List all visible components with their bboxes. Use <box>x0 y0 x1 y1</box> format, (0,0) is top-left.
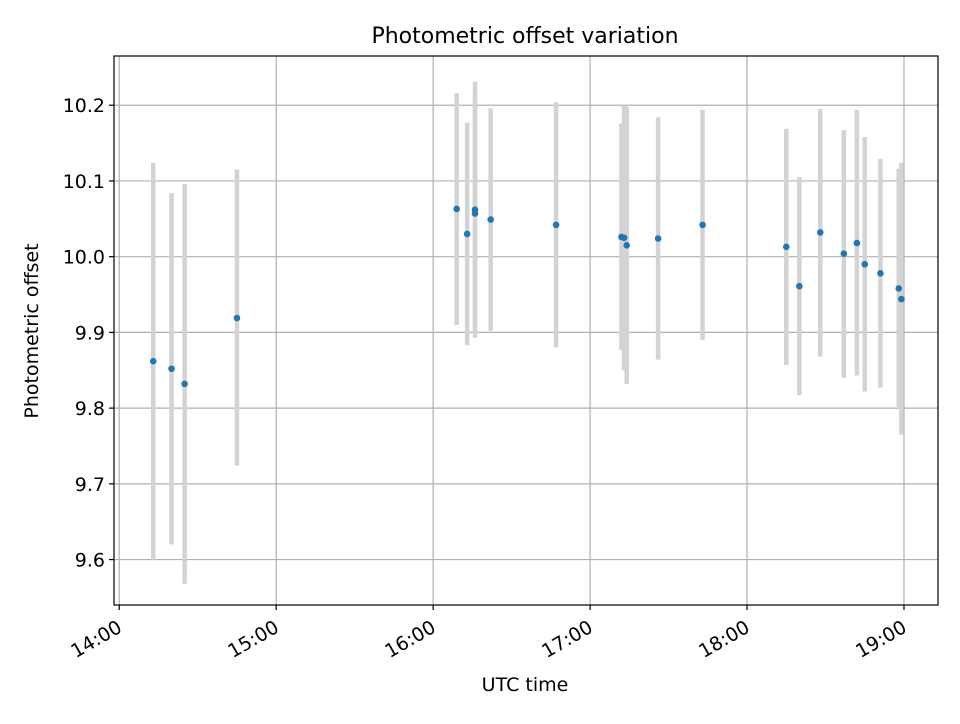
y-tick-label: 10.0 <box>63 247 105 269</box>
x-axis-label: UTC time <box>482 674 569 696</box>
data-point <box>699 221 706 229</box>
y-tick-label: 9.7 <box>75 474 105 496</box>
plot-frame <box>113 55 939 606</box>
y-tick-label: 10.2 <box>63 95 105 117</box>
data-points <box>149 205 905 388</box>
data-point <box>898 295 905 303</box>
grid-lines <box>114 56 938 605</box>
data-point <box>816 229 824 236</box>
data-point <box>487 216 494 223</box>
data-point <box>877 270 884 277</box>
data-point <box>463 230 471 238</box>
data-point <box>861 260 869 268</box>
data-point <box>623 242 631 249</box>
data-point <box>168 365 175 373</box>
data-point <box>453 205 460 213</box>
chart-title: Photometric offset variation <box>371 24 678 49</box>
data-point <box>895 285 903 292</box>
data-point <box>782 243 790 251</box>
data-point <box>654 235 662 242</box>
data-point <box>620 234 628 242</box>
data-point <box>840 250 848 257</box>
data-point <box>853 239 861 247</box>
data-point <box>471 210 479 217</box>
data-point <box>149 357 157 365</box>
data-point <box>796 282 803 290</box>
y-tick-label: 10.1 <box>63 171 105 193</box>
y-tick-label: 9.8 <box>75 398 105 420</box>
data-point <box>552 221 560 229</box>
data-point <box>233 314 241 322</box>
y-tick-label: 9.6 <box>75 550 105 572</box>
y-axis-label: Photometric offset <box>21 243 43 418</box>
data-point <box>181 380 188 388</box>
y-tick-label: 9.9 <box>75 322 105 344</box>
